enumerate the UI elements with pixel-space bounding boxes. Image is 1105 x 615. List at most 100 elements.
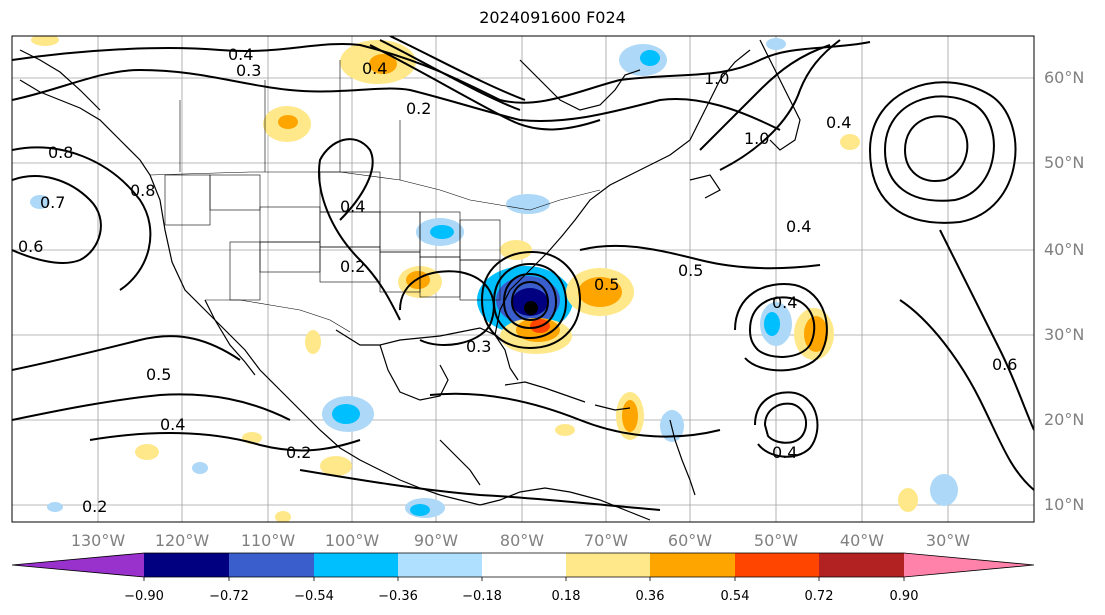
- contour-label: 1.0: [704, 69, 729, 88]
- patch-blue-pacific-low: [192, 462, 208, 474]
- shaded-anomalies: [30, 36, 958, 522]
- patch-bluemid-panama: [410, 504, 430, 516]
- contour-lab-2: [719, 39, 841, 171]
- contour-low-ring-3: [492, 262, 568, 340]
- contour-atl-ring-3: [763, 402, 808, 444]
- coast-pacific-nw: [19, 79, 281, 391]
- contour-label: 1.0: [744, 129, 769, 148]
- lat-label-40n: 40°N: [1044, 240, 1084, 259]
- contour-label: 0.6: [992, 355, 1017, 374]
- patch-yellow-nw: [31, 36, 59, 46]
- lon-label-90w: 90°W: [414, 531, 458, 550]
- contour-north-3: [369, 44, 601, 131]
- colorbar-tick-label: 0.90: [890, 589, 919, 604]
- patch-yellow-northcaribbean: [555, 424, 575, 436]
- border-canada-provinces: [179, 60, 401, 180]
- lon-label-40w: 40°W: [840, 531, 884, 550]
- coast-mexico-pacific: [279, 389, 441, 496]
- colorbar-tick-label: −0.54: [294, 589, 334, 604]
- patch-yellow-mexico-s: [320, 456, 352, 476]
- colorbar-segment: [482, 553, 566, 577]
- patch-bluemid-midatl: [764, 312, 780, 336]
- colorbar-segment: [566, 553, 650, 577]
- colorbar: [11, 552, 1035, 581]
- colorbar-extend-max: [904, 553, 1034, 577]
- latitude-labels: 60°N 50°N 40°N 30°N 20°N 10°N: [1044, 68, 1084, 514]
- contour-label: 0.4: [160, 415, 185, 434]
- contour-pacific-w-2: [12, 146, 152, 291]
- contour-label: 0.5: [678, 261, 703, 280]
- contour-label: 0.8: [130, 181, 155, 200]
- colorbar-tick-label: 0.36: [636, 589, 665, 604]
- coast-cuba: [504, 381, 586, 403]
- patch-yellow-baja: [275, 511, 291, 522]
- patch-yellow-midatlantic: [500, 240, 532, 260]
- contour-north-2: [12, 68, 781, 131]
- contour-pacific-sw: [12, 335, 241, 371]
- patch-blue-labrador: [766, 38, 786, 50]
- contour-label: 0.4: [228, 45, 253, 64]
- contour-greenland-ring: [903, 115, 969, 182]
- contour-atl-ring-2: [734, 283, 828, 372]
- patch-blue-sw: [47, 502, 63, 512]
- contour-label: 0.6: [18, 237, 43, 256]
- contour-label: 0.4: [826, 113, 851, 132]
- state-grid-8: [229, 241, 261, 301]
- colorbar-tick-label: −0.72: [209, 589, 249, 604]
- patch-bluemid-mexico: [332, 404, 360, 424]
- coast-antilles: [669, 419, 696, 496]
- lat-label-20n: 20°N: [1044, 410, 1084, 429]
- contour-label: 0.3: [236, 61, 261, 80]
- patch-blue-pacific-w: [30, 195, 50, 209]
- patch-orange-caribbean: [622, 400, 638, 432]
- contour-low-ring-5: [399, 270, 495, 346]
- contour-greenland-ring-3: [868, 81, 1017, 224]
- coast-canada-east: [649, 49, 751, 166]
- patch-orange-pacific-nw: [369, 54, 397, 74]
- patch-yellow-greenland: [840, 134, 860, 150]
- contours: [12, 36, 1034, 511]
- contour-label: 0.2: [406, 99, 431, 118]
- contour-label: 0.4: [772, 443, 797, 462]
- contour-label: 0.3: [466, 337, 491, 356]
- lat-label-30n: 30°N: [1044, 325, 1084, 344]
- contour-pacific-sw-3: [89, 432, 361, 452]
- coast-hudson: [519, 59, 641, 111]
- lon-label-80w: 80°W: [500, 531, 544, 550]
- patch-yellow-pacific-s: [135, 444, 159, 460]
- contour-greenland-ring-2: [883, 95, 995, 202]
- contour-pacific-sw-2: [12, 393, 291, 421]
- coast-baja: [204, 299, 256, 376]
- coast-yucatan: [379, 344, 449, 401]
- patch-blue-southatl: [930, 474, 958, 506]
- contour-east: [899, 299, 1034, 491]
- contour-label: 0.5: [594, 275, 619, 294]
- contour-east-2: [939, 229, 1034, 431]
- colorbar-tick-label: 0.54: [721, 589, 750, 604]
- coast-central-america: [439, 439, 481, 486]
- colorbar-segment: [650, 553, 735, 577]
- state-grid-2: [209, 174, 261, 211]
- contour-low-ring-1: [510, 280, 550, 322]
- lon-label-130w: 130°W: [71, 531, 126, 550]
- contour-label: 0.7: [40, 193, 65, 212]
- colorbar-segment: [819, 553, 904, 577]
- lon-label-100w: 100°W: [325, 531, 380, 550]
- lon-label-110w: 110°W: [241, 531, 296, 550]
- border-us-canada: [149, 171, 601, 211]
- contour-north-5: [389, 36, 526, 101]
- colorbar-segment: [735, 553, 819, 577]
- contour-label: 0.8: [48, 143, 73, 162]
- contour-lab: [699, 44, 831, 151]
- contour-label: 0.5: [146, 365, 171, 384]
- patch-orange-atlantic-east: [578, 277, 622, 307]
- coast-gulf: [335, 327, 519, 381]
- lon-label-30w: 30°W: [926, 531, 970, 550]
- coast-east-us: [494, 164, 651, 336]
- colorbar-tick-label: 0.72: [805, 589, 834, 604]
- contour-low-ring-2: [502, 272, 558, 330]
- longitude-labels: 130°W 120°W 110°W 100°W 90°W 80°W 70°W 6…: [71, 531, 970, 550]
- contour-atl-ring-4: [754, 391, 819, 458]
- lon-label-70w: 70°W: [584, 531, 628, 550]
